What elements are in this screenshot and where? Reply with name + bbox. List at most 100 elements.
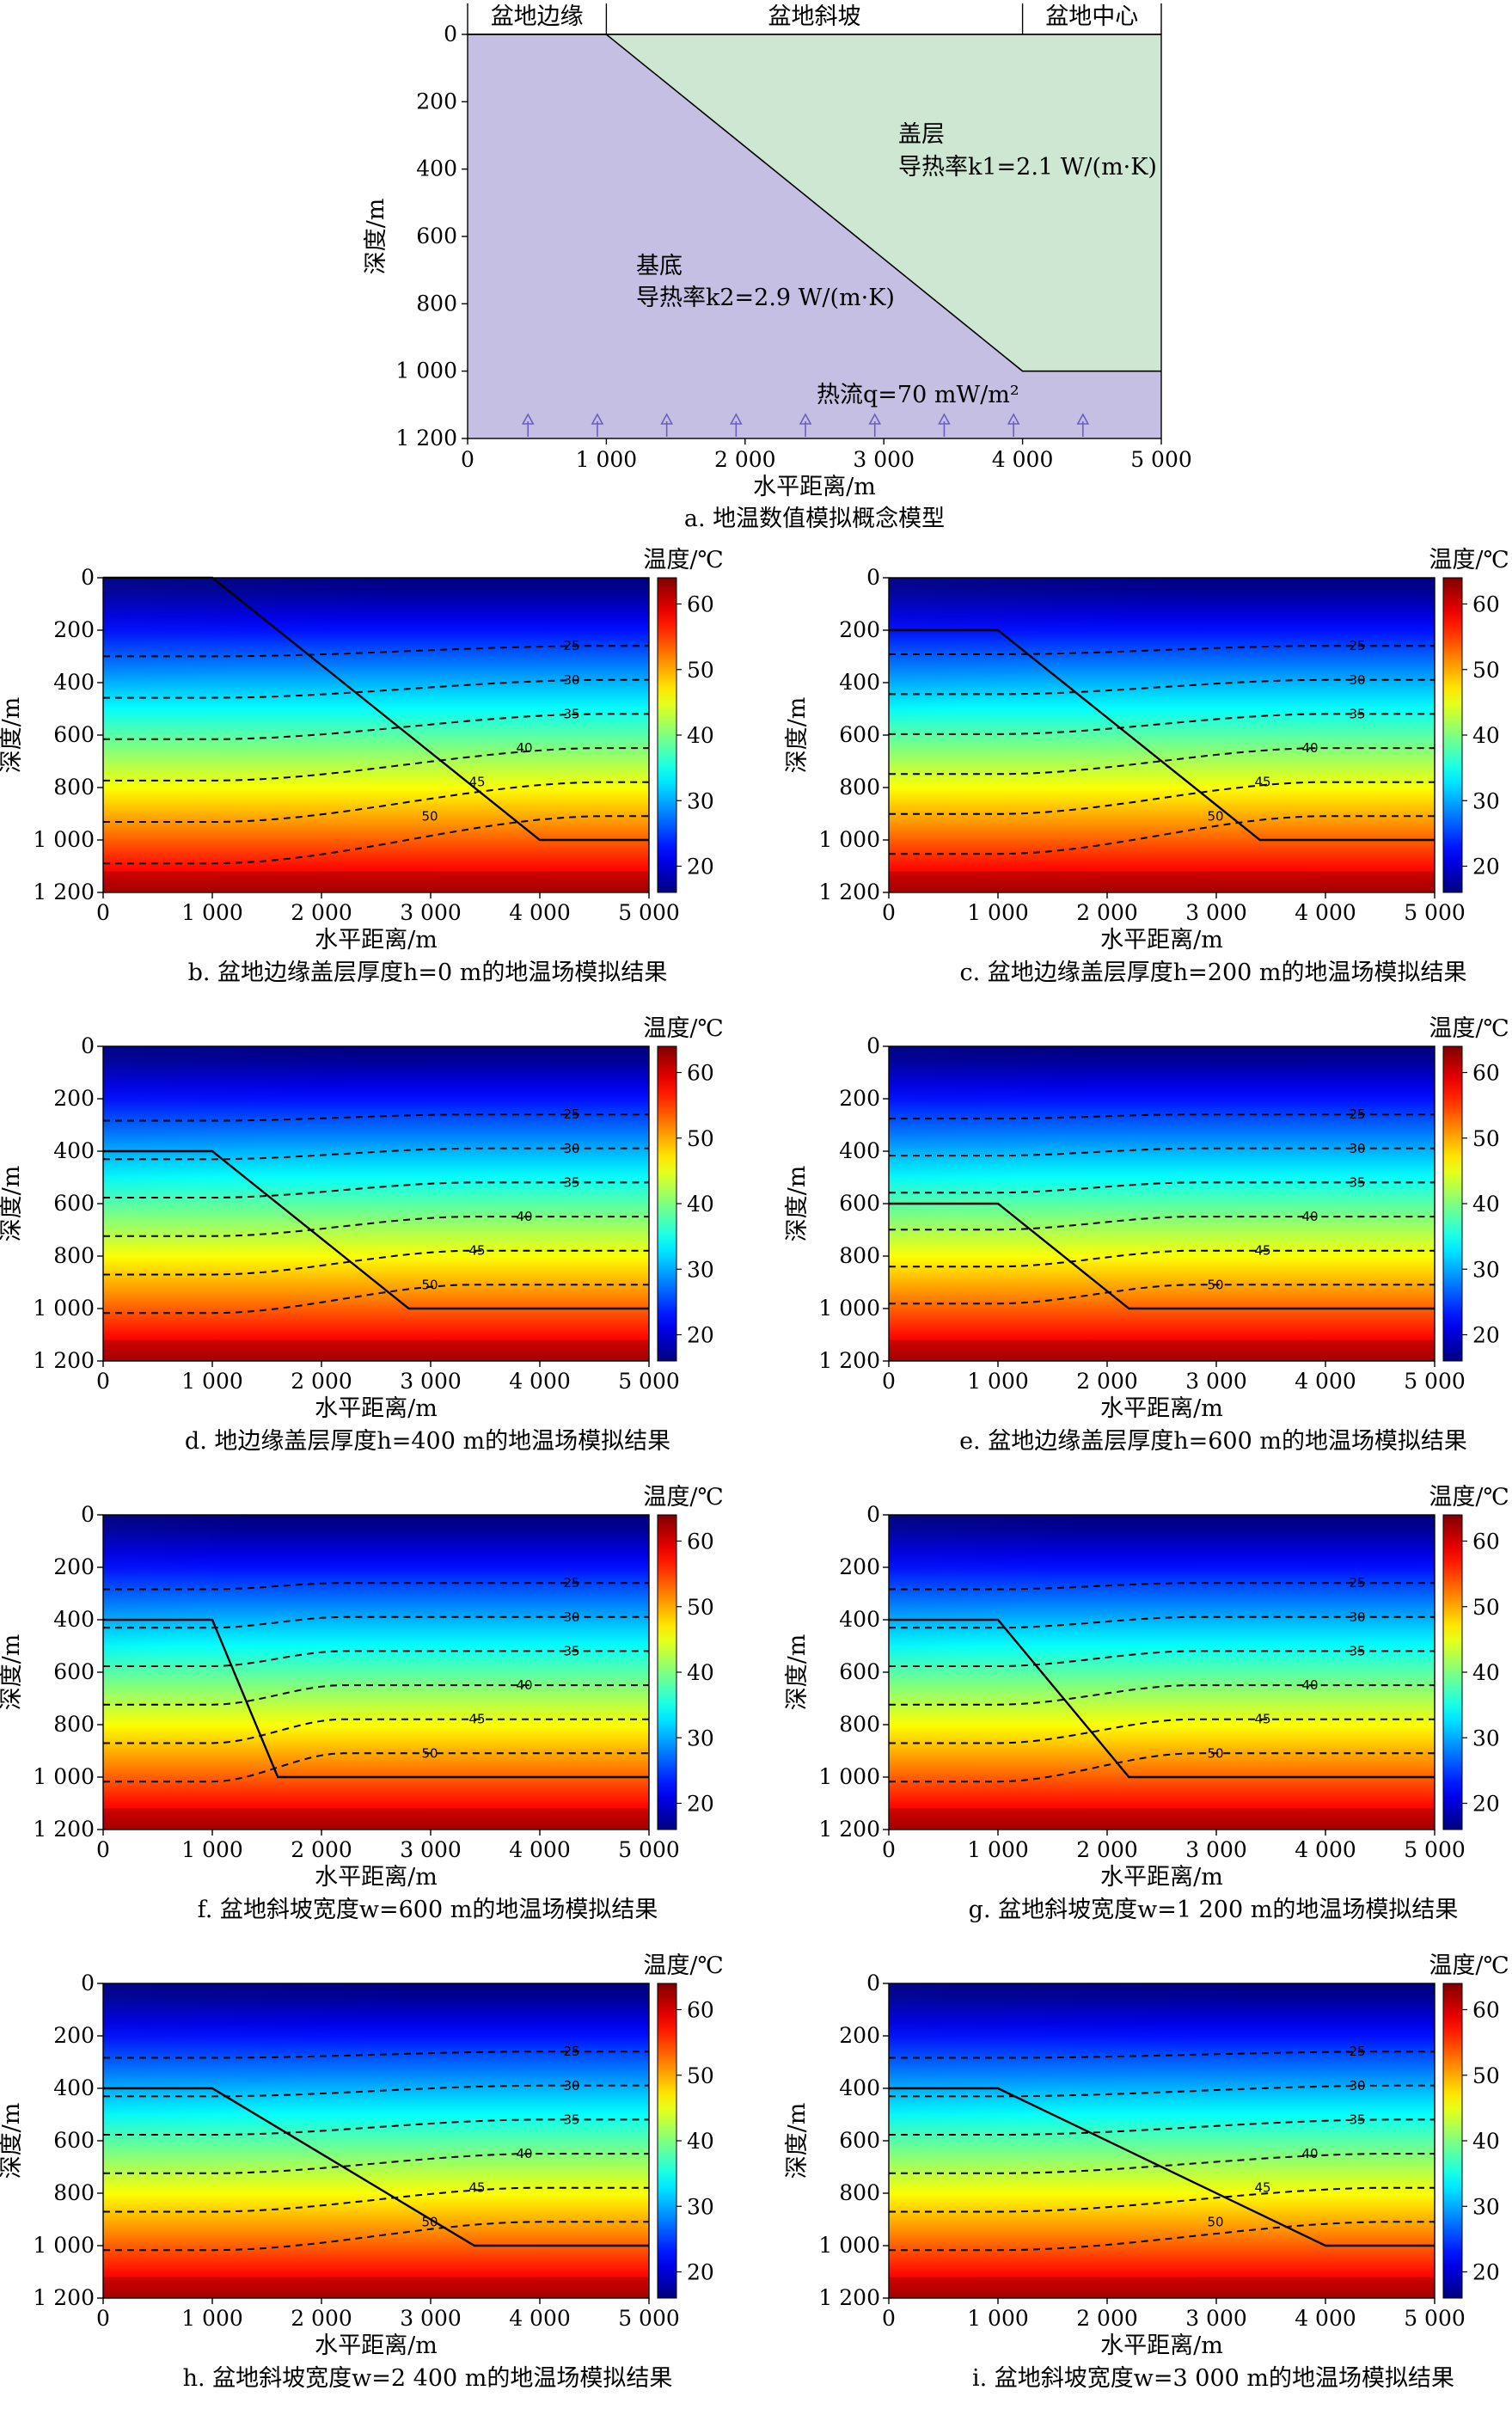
isotherm-label: 30 <box>563 1141 579 1156</box>
y-tick-label: 1 200 <box>33 1817 95 1842</box>
x-tick-label: 4 000 <box>992 447 1054 472</box>
colorbar-tick-label: 60 <box>687 592 714 617</box>
y-tick-label: 600 <box>839 722 880 747</box>
isotherm-label: 25 <box>563 1575 579 1591</box>
colorbar-tick-label: 50 <box>687 658 714 683</box>
y-tick-label: 800 <box>416 291 457 316</box>
x-tick-label: 5 000 <box>618 2306 680 2331</box>
colorbar: 20 30 40 50 60 温度/℃ <box>1429 1952 1509 2299</box>
y-tick-label: 600 <box>53 722 95 747</box>
isotherm-45 <box>103 781 649 823</box>
x-tick-label: 4 000 <box>509 900 571 925</box>
y-tick-label: 400 <box>839 1607 880 1632</box>
y-tick-label: 600 <box>839 1659 880 1684</box>
colorbar-ramp <box>1442 1514 1463 1830</box>
isotherm-label: 30 <box>563 2078 579 2093</box>
heatmap-field <box>103 1046 649 1361</box>
isotherm-25 <box>889 1113 1435 1120</box>
isotherm-35 <box>103 1181 649 1198</box>
panel-d-heatmap: 25 30 35 40 45 50 0 1 000 2 000 3 000 4 000 5 000 0 2… <box>0 1015 724 1455</box>
caption-a: a. 地温数值模拟概念模型 <box>684 506 945 532</box>
heat-flow-arrow-icon <box>729 413 743 437</box>
panel-c-heatmap: 25 30 35 40 45 50 0 1 000 2 000 3 000 4 000 5 000 0 2… <box>784 547 1509 986</box>
x-tick-label: 1 000 <box>181 1837 243 1862</box>
x-tick-label: 5 000 <box>1404 900 1466 925</box>
caption-f: f. 盆地斜坡宽度w=600 m的地温场模拟结果 <box>198 1897 658 1923</box>
axes: 0 1 000 2 000 3 000 4 000 5 000 0 200 400 600 800 1… <box>784 565 1467 986</box>
isotherm-30 <box>103 1615 649 1629</box>
colorbar-tick-label: 50 <box>1472 1126 1500 1151</box>
isotherm-45 <box>103 2186 649 2213</box>
y-tick-label: 1 000 <box>395 359 457 383</box>
isotherm-label: 35 <box>1349 706 1365 721</box>
heat-flow-arrow-icon <box>1007 413 1020 437</box>
y-tick-label: 800 <box>53 1243 95 1268</box>
y-tick-label: 600 <box>53 1191 95 1216</box>
isotherm-50 <box>889 2221 1435 2252</box>
isotherm-label: 50 <box>1207 808 1223 824</box>
isotherm-30 <box>889 2084 1435 2098</box>
isotherm-25 <box>103 1113 649 1122</box>
x-axis-label: 水平距离/m <box>315 1864 438 1891</box>
colorbar-tick-label: 30 <box>687 1726 714 1750</box>
x-tick-label: 1 000 <box>181 900 243 925</box>
isotherm-label: 45 <box>1254 2180 1270 2196</box>
heat-flow-arrow-icon <box>521 413 535 437</box>
contour-lines: 25 30 35 40 45 50 <box>103 2044 649 2252</box>
x-tick-label: 5 000 <box>618 900 680 925</box>
y-tick-label: 0 <box>444 21 457 46</box>
isotherm-label: 35 <box>1349 2112 1365 2127</box>
x-tick-label: 2 000 <box>1076 900 1138 925</box>
colorbar-tick-label: 60 <box>687 1998 714 2023</box>
isotherm-label: 35 <box>563 2112 579 2127</box>
colorbar-label: 温度/℃ <box>1429 1015 1509 1042</box>
x-tick-label: 1 000 <box>181 1369 243 1394</box>
heat-flow-arrow-icon <box>660 413 673 437</box>
x-tick-label: 5 000 <box>1404 2306 1466 2331</box>
y-tick-label: 200 <box>53 617 95 642</box>
y-tick-label: 600 <box>839 2128 880 2153</box>
x-axis-label: 水平距离/m <box>1100 1395 1223 1422</box>
region-label: 盆地边缘 <box>491 3 584 30</box>
isotherm-40 <box>889 1684 1435 1706</box>
isotherm-50 <box>103 1752 649 1783</box>
isotherm-label: 30 <box>1349 2078 1365 2093</box>
region-label: 盆地斜坡 <box>768 3 861 30</box>
y-tick-label: 600 <box>53 1659 95 1684</box>
bottom-shade <box>889 1808 1435 1830</box>
colorbar-tick-label: 20 <box>687 1323 714 1348</box>
x-tick-label: 4 000 <box>1295 1837 1356 1862</box>
y-tick-label: 200 <box>839 1554 880 1579</box>
colorbar-tick-label: 30 <box>1472 1726 1500 1750</box>
y-tick-label: 400 <box>416 156 457 181</box>
isotherm-30 <box>103 2084 649 2098</box>
caption-g: g. 盆地斜坡宽度w=1 200 m的地温场模拟结果 <box>969 1897 1459 1923</box>
x-tick-label: 2 000 <box>291 1837 352 1862</box>
x-tick-label: 0 <box>882 2306 896 2331</box>
x-tick-label: 2 000 <box>1076 1837 1138 1862</box>
isotherm-label: 30 <box>1349 1141 1365 1156</box>
region-bracket: 盆地边缘 盆地斜坡 盆地中心 <box>467 3 1162 35</box>
isotherm-label: 45 <box>468 2180 485 2196</box>
x-tick-label: 0 <box>461 447 474 472</box>
y-tick-label: 0 <box>866 1971 880 1995</box>
isotherm-50 <box>889 1284 1435 1305</box>
colorbar-tick-label: 30 <box>687 1257 714 1282</box>
isotherm-35 <box>889 2118 1435 2136</box>
colorbar-tick-label: 20 <box>1472 2260 1500 2285</box>
isotherm-40 <box>103 1216 649 1237</box>
isotherm-50 <box>103 1284 649 1315</box>
interface-line <box>103 1618 649 1779</box>
isotherm-label: 45 <box>468 1243 485 1259</box>
isotherm-30 <box>103 1147 649 1161</box>
x-tick-label: 4 000 <box>509 1369 571 1394</box>
colorbar-tick-label: 20 <box>687 1792 714 1817</box>
colorbar-tick-label: 20 <box>687 2260 714 2285</box>
colorbar-tick-label: 20 <box>1472 1323 1500 1348</box>
x-tick-label: 3 000 <box>1185 900 1247 925</box>
y-axis-label: 深度/m <box>0 1166 25 1242</box>
isotherm-35 <box>889 1650 1435 1667</box>
x-tick-label: 3 000 <box>400 1369 462 1394</box>
y-tick-label: 800 <box>53 2180 95 2205</box>
